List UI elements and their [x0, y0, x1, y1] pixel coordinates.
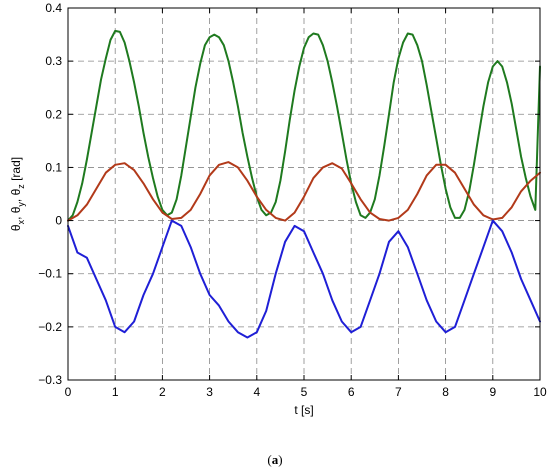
x-tick-label: 6 — [348, 385, 355, 399]
caption-open-paren: ( — [267, 452, 272, 467]
y-tick-label: 0.1 — [45, 160, 62, 174]
x-tick-label: 1 — [112, 385, 119, 399]
y-tick-label: 0.2 — [45, 107, 62, 121]
y-axis-label-part: , θ — [9, 206, 23, 220]
line-chart: 0 1 2 3 4 5 6 7 8 9 10 −0.3 −0.2 −0.1 0 0.1 0.2 0.3 0.4 t … — [9, 1, 547, 417]
y-axis-label-part: y — [16, 202, 26, 207]
y-tick-label: 0.4 — [45, 1, 62, 15]
series-line-green — [67, 29, 541, 222]
x-tick-label: 3 — [206, 385, 213, 399]
x-tick-label: 2 — [159, 385, 166, 399]
series-line-red — [67, 161, 541, 222]
x-tick-label: 0 — [65, 385, 72, 399]
y-axis-label-part: [rad] — [9, 157, 23, 184]
x-tick-label: 5 — [301, 385, 308, 399]
series-layer — [67, 29, 541, 339]
tick-labels: 0 1 2 3 4 5 6 7 8 9 10 −0.3 −0.2 −0.1 0 0.1 0.2 0.3 0.4 — [38, 1, 547, 399]
y-axis-label-part: z — [16, 184, 26, 189]
y-tick-label: 0 — [55, 214, 62, 228]
caption-letter: a — [271, 452, 279, 467]
y-axis-label-part: θ — [9, 224, 23, 231]
y-tick-label: 0.3 — [45, 54, 62, 68]
y-tick-label: −0.1 — [38, 267, 62, 281]
x-tick-label: 10 — [533, 385, 547, 399]
y-tick-label: −0.3 — [38, 373, 62, 387]
axes — [67, 7, 541, 381]
y-axis-label: θx, θy, θz [rad] — [9, 157, 26, 231]
x-tick-label: 8 — [442, 385, 449, 399]
caption-close-paren: ) — [278, 452, 283, 467]
x-axis-label: t [s] — [294, 403, 313, 417]
figure-caption: (a) — [0, 452, 550, 468]
x-tick-label: 4 — [253, 385, 260, 399]
x-tick-label: 9 — [489, 385, 496, 399]
y-axis-label-part: x — [16, 219, 26, 224]
x-tick-label: 7 — [395, 385, 402, 399]
series-line-blue — [67, 219, 541, 339]
y-axis-label-part: , θ — [9, 188, 23, 202]
y-tick-label: −0.2 — [38, 320, 62, 334]
